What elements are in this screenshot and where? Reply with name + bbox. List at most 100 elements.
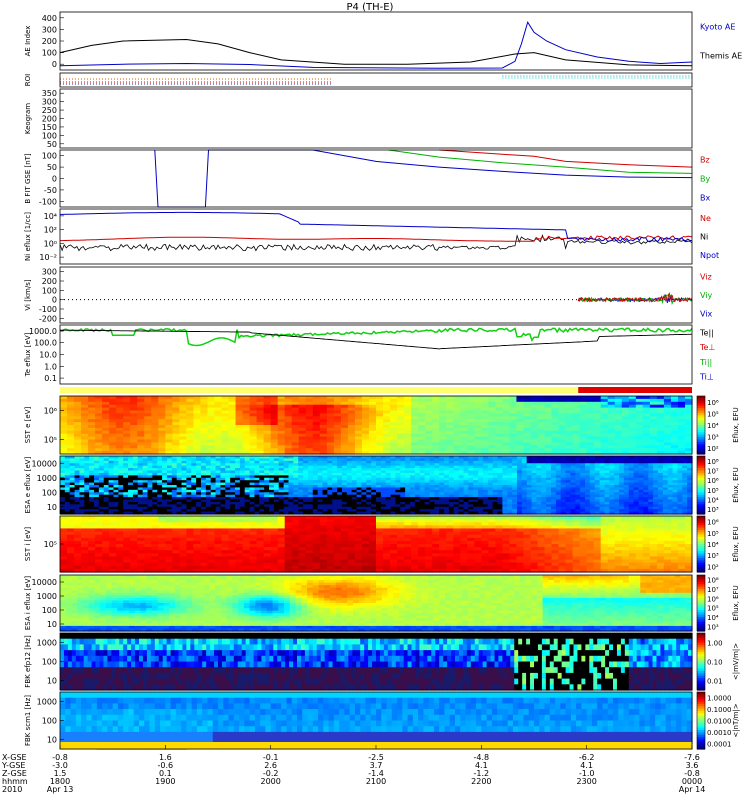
spectrogram-cell bbox=[614, 416, 623, 420]
spectrogram-cell bbox=[467, 445, 475, 449]
spectrogram-cell bbox=[604, 489, 610, 493]
spectrogram-cell bbox=[404, 396, 412, 400]
spectrogram-cell bbox=[317, 501, 324, 505]
spectrogram-cell bbox=[497, 482, 503, 486]
spectrogram-cell bbox=[109, 410, 117, 414]
spectrogram-cell bbox=[478, 506, 484, 510]
spectrogram-cell bbox=[424, 475, 431, 479]
spectrogram-cell bbox=[633, 499, 640, 503]
spectrogram-cell bbox=[419, 494, 426, 498]
spectrogram-cell bbox=[165, 401, 173, 406]
spectrogram-cell bbox=[293, 468, 299, 472]
spectrogram-cell bbox=[166, 509, 173, 513]
spectrogram-cell bbox=[326, 442, 335, 446]
spectrogram-cell bbox=[200, 501, 207, 505]
spectrogram-cell bbox=[89, 501, 95, 505]
spectrogram-cell bbox=[264, 501, 270, 505]
spectrogram-cell bbox=[326, 427, 335, 432]
spectrogram-cell bbox=[400, 465, 406, 469]
spectrogram-cell bbox=[558, 425, 567, 429]
spectrogram-cell bbox=[186, 506, 192, 510]
spectrogram-cell bbox=[536, 497, 542, 501]
spectrogram-cell bbox=[488, 416, 496, 420]
spectrogram-cell bbox=[368, 416, 377, 420]
spectrogram-cell bbox=[214, 439, 223, 443]
spectrogram-cell bbox=[536, 511, 542, 515]
spectrogram-cell bbox=[74, 463, 81, 467]
spectrogram-cell bbox=[492, 497, 499, 501]
spectrogram-cell bbox=[220, 501, 226, 505]
spectrogram-cell bbox=[102, 439, 110, 443]
spectrogram-cell bbox=[390, 448, 398, 452]
spectrogram-cell bbox=[200, 477, 207, 481]
spectrogram-cell bbox=[74, 504, 81, 508]
spectrogram-cell bbox=[235, 475, 241, 479]
spectrogram-cell bbox=[191, 492, 197, 496]
spectrogram-cell bbox=[585, 485, 591, 489]
spectrogram-cell bbox=[123, 430, 131, 435]
spectrogram-cell bbox=[537, 410, 546, 414]
spectrogram-cell bbox=[411, 439, 419, 443]
spectrogram-cell bbox=[607, 422, 616, 426]
spectrogram-cell bbox=[60, 458, 66, 462]
spectrogram-cell bbox=[385, 501, 392, 505]
spectrogram-cell bbox=[181, 492, 187, 496]
spectrogram-cell bbox=[235, 433, 244, 438]
spectrogram-cell bbox=[244, 511, 251, 515]
spectrogram-cell bbox=[523, 396, 532, 400]
spectrogram-cell bbox=[516, 492, 523, 496]
spectrogram-cell bbox=[653, 494, 659, 498]
spectrogram-cell bbox=[176, 477, 183, 481]
spectrogram-cell bbox=[147, 492, 153, 496]
spectrogram-cell bbox=[607, 427, 616, 432]
spectrogram-cell bbox=[89, 497, 95, 501]
spectrogram-cell bbox=[351, 465, 358, 469]
spectrogram-cell bbox=[74, 516, 82, 520]
spectrogram-cell bbox=[677, 445, 686, 449]
spectrogram-cell bbox=[474, 419, 482, 423]
spectrogram-cell bbox=[530, 410, 539, 414]
spectrogram-cell bbox=[273, 477, 280, 481]
spectrogram-cell bbox=[580, 458, 586, 462]
spectrogram-cell bbox=[239, 492, 246, 496]
spectrogram-cell bbox=[565, 475, 572, 479]
spectrogram-cell bbox=[220, 485, 226, 489]
spectrogram-cell bbox=[366, 475, 372, 479]
spectrogram-cell bbox=[200, 460, 207, 464]
spectrogram-cell bbox=[575, 468, 581, 472]
spectrogram-cell bbox=[270, 442, 279, 446]
spectrogram-cell bbox=[64, 477, 71, 481]
spectrogram-cell bbox=[546, 477, 552, 481]
spectrogram-cell bbox=[623, 509, 630, 513]
spectrogram-cell bbox=[142, 482, 149, 486]
spectrogram-cell bbox=[642, 410, 651, 414]
spectrogram-cell bbox=[530, 419, 539, 423]
spectrogram-cell bbox=[181, 482, 187, 486]
spectrogram-cell bbox=[102, 396, 110, 400]
spectrogram-cell bbox=[210, 506, 217, 510]
spectrogram-cell bbox=[395, 489, 401, 493]
spectrogram-cell bbox=[453, 396, 461, 400]
spectrogram-cell bbox=[677, 451, 686, 455]
spectrogram-cell bbox=[521, 456, 528, 460]
spectrogram-cell bbox=[414, 511, 421, 515]
spectrogram-cell bbox=[594, 472, 601, 476]
spectrogram-cell bbox=[395, 482, 401, 486]
spectrogram-cell bbox=[482, 492, 489, 496]
spectrogram-cell bbox=[176, 509, 183, 513]
spectrogram-cell bbox=[118, 506, 124, 510]
spectrogram-cell bbox=[575, 487, 581, 491]
spectrogram-cell bbox=[368, 419, 377, 423]
spectrogram-cell bbox=[541, 470, 547, 474]
spectrogram-cell bbox=[555, 458, 562, 462]
spectrogram-cell bbox=[677, 460, 683, 464]
spectrogram-cell bbox=[341, 463, 348, 467]
spectrogram-cell bbox=[551, 485, 557, 489]
spectrogram-cell bbox=[579, 422, 588, 426]
spectrogram-cell bbox=[130, 427, 138, 432]
spectrogram-cell bbox=[544, 416, 553, 420]
spectrogram-cell bbox=[446, 407, 454, 412]
spectrogram-cell bbox=[347, 451, 356, 455]
spectrogram-cell bbox=[67, 547, 75, 551]
spectrogram-cell bbox=[84, 506, 90, 510]
